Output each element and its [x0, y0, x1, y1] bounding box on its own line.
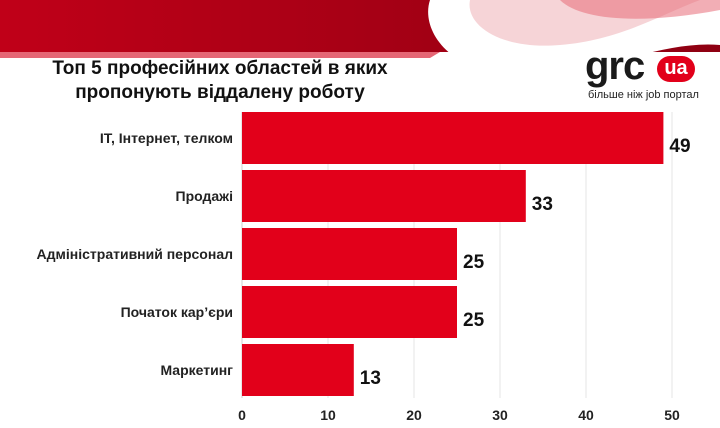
chart-title: Топ 5 професійних областей в яких пропон… [20, 57, 420, 105]
bar [242, 344, 354, 396]
x-tick-label: 40 [578, 407, 594, 423]
category-label: Адміністративний персонал [37, 246, 233, 262]
value-label: 33 [532, 194, 553, 215]
category-label: ІТ, Інтернет, телком [100, 130, 233, 146]
category-label: Початок кар’єри [121, 304, 233, 320]
x-tick-label: 20 [406, 407, 422, 423]
chart-title-line-1: Топ 5 професійних областей в яких [52, 58, 388, 79]
value-label: 13 [360, 368, 381, 389]
category-label: Маркетинг [160, 362, 233, 378]
chart-title-line-2: пропонують віддалену роботу [75, 82, 365, 103]
logo-tagline: більше ніж job портал [588, 89, 699, 101]
bar [242, 286, 457, 338]
x-tick-label: 0 [238, 407, 246, 423]
logo-grc-text: grc [585, 44, 645, 88]
x-tick-label: 30 [492, 407, 508, 423]
logo-ua-badge: ua [657, 56, 695, 82]
bar [242, 228, 457, 280]
bar [242, 170, 526, 222]
grc-ua-logo: grc ua більше ніж job портал [585, 46, 705, 106]
value-label: 49 [669, 136, 690, 157]
x-tick-label: 10 [320, 407, 336, 423]
x-tick-label: 50 [664, 407, 680, 423]
value-label: 25 [463, 310, 485, 331]
bar [242, 112, 664, 164]
value-label: 25 [463, 252, 485, 273]
category-label: Продажі [176, 188, 233, 204]
